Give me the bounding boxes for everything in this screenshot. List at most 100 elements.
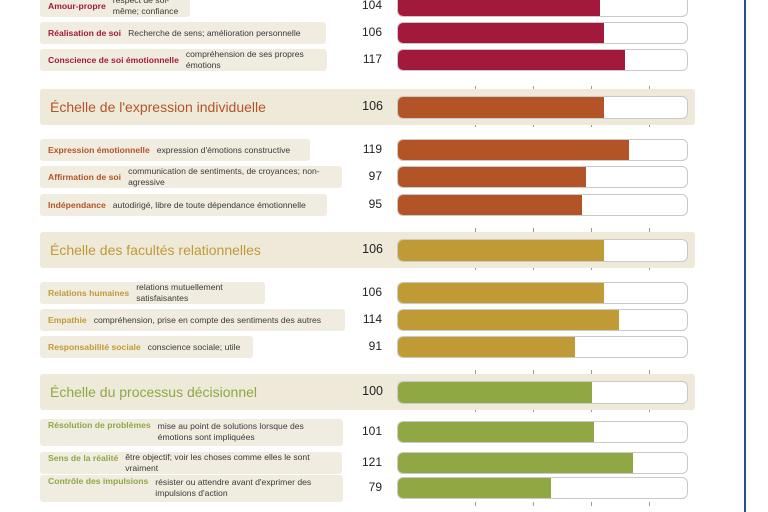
score-bar-track (397, 238, 688, 262)
scale-title: Échelle de l'expression individuelle (50, 99, 266, 115)
axis-tick (591, 370, 592, 374)
subscale-description: communication de sentiments, de croyance… (128, 166, 320, 187)
score-bar-fill (398, 381, 592, 403)
subscale-description: relations mutuellement satisfaisantes (136, 282, 223, 303)
axis-tick (591, 502, 592, 506)
subscale-label: Réalisation de soi Recherche de sens; amé… (40, 22, 326, 44)
subscale-label: Contrôle des impulsions résister ou atten… (40, 474, 343, 502)
page-frame-line (744, 0, 746, 512)
score-bar-fill (398, 453, 633, 473)
subscale-label: Empathie compréhension, prise en compte d… (40, 309, 345, 331)
subscale-description: compréhension, prise en compte des senti… (93, 314, 322, 325)
axis-tick (649, 123, 651, 127)
subscale-score: 104 (361, 0, 382, 12)
subscale-description: résister ou attendre avant d'exprimer de… (155, 477, 312, 498)
score-bar-fill (398, 0, 600, 16)
axis-tick (649, 502, 651, 506)
subscale-name: Amour-propre (48, 0, 106, 11)
axis-tick (474, 266, 476, 270)
subscale-name: Contrôle des impulsions (48, 475, 149, 486)
subscale-label: Affirmation de soi communication de senti… (40, 166, 342, 188)
subscale-description: mise au point de solutions lorsque des é… (157, 421, 304, 442)
score-bar-fill (398, 310, 620, 330)
subscale-description: Recherche de sens; amélioration personne… (128, 27, 301, 38)
subscale-description: expression d'émotions constructive (156, 144, 291, 155)
score-bar-track (397, 0, 688, 17)
score-bar-track (397, 380, 688, 404)
axis-tick (474, 228, 476, 232)
score-bar-fill (398, 23, 604, 43)
score-bar-track (397, 452, 688, 474)
subscale-name: Affirmation de soi (48, 171, 122, 182)
axis-tick (474, 502, 476, 506)
axis-tick (532, 228, 534, 232)
axis-tick (649, 86, 651, 90)
subscale-name: Expression émotionnelle (48, 144, 150, 155)
subscale-description: respect de soi-même; confiance (112, 0, 179, 16)
score-bar-fill (398, 140, 629, 160)
score-bar-fill (398, 283, 604, 303)
subscale-name: Conscience de soi émotionnelle (48, 54, 179, 65)
score-bar-track (397, 309, 688, 331)
subscale-score: 97 (368, 169, 382, 183)
subscale-label: Responsabilité sociale conscience sociale… (40, 336, 253, 358)
subscale-label: Conscience de soi émotionnelle compréhens… (40, 49, 327, 71)
subscale-score: 101 (361, 424, 382, 438)
score-bar-fill (398, 239, 604, 261)
score-bar-fill (398, 50, 625, 70)
axis-tick (649, 228, 651, 232)
subscale-description: compréhension de ses propres émotions (185, 49, 304, 70)
score-bar-fill (398, 167, 587, 187)
score-bar-track (397, 139, 688, 161)
subscale-score: 114 (362, 312, 382, 326)
axis-tick (591, 86, 592, 90)
subscale-score: 121 (361, 455, 382, 469)
axis-tick (591, 123, 592, 127)
subscale-score: 106 (361, 285, 382, 299)
subscale-description: autodirigé, libre de toute dépendance ém… (112, 199, 306, 210)
score-bar-track (397, 166, 688, 188)
axis-tick (532, 123, 534, 127)
axis-tick (649, 266, 651, 270)
subscale-label: Relations humaines relations mutuellement… (40, 282, 265, 304)
axis-tick (474, 408, 476, 412)
scale-score: 106 (362, 99, 383, 113)
subscale-name: Réalisation de soi (48, 27, 122, 38)
score-bar-track (397, 22, 688, 44)
subscale-score: 95 (368, 197, 382, 211)
axis-tick (532, 86, 534, 90)
axis-tick (474, 370, 476, 374)
score-bar-track (397, 49, 688, 71)
subscale-score: 106 (361, 25, 382, 39)
scale-score: 106 (362, 242, 383, 256)
score-bar-fill (398, 422, 594, 442)
score-bar-fill (398, 195, 583, 215)
axis-tick (591, 408, 592, 412)
subscale-score: 91 (368, 339, 382, 353)
subscale-label: Sens de la réalité être objectif; voir le… (40, 452, 342, 474)
score-bar-fill (398, 96, 604, 118)
subscale-name: Résolution de problèmes (48, 419, 151, 430)
axis-tick (591, 266, 592, 270)
axis-tick (591, 228, 592, 232)
subscale-description: conscience sociale; utile (147, 341, 241, 352)
score-bar-track (397, 336, 688, 358)
subscale-label: Amour-propre respect de soi-même; confian… (40, 0, 190, 17)
score-bar-fill (398, 478, 552, 498)
subscale-score: 79 (368, 480, 382, 494)
subscale-name: Relations humaines (48, 287, 130, 298)
axis-tick (474, 123, 476, 127)
axis-tick (649, 370, 651, 374)
axis-tick (532, 502, 534, 506)
score-bar-track (397, 194, 688, 216)
subscale-name: Responsabilité sociale (48, 341, 141, 352)
scale-title: Échelle des facultés relationnelles (50, 242, 261, 258)
axis-tick (532, 370, 534, 374)
score-bar-track (397, 477, 688, 499)
subscale-name: Sens de la réalité (48, 453, 119, 463)
axis-tick (532, 266, 534, 270)
subscale-name: Indépendance (48, 199, 106, 210)
score-bar-track (397, 421, 688, 443)
subscale-score: 119 (362, 142, 382, 156)
